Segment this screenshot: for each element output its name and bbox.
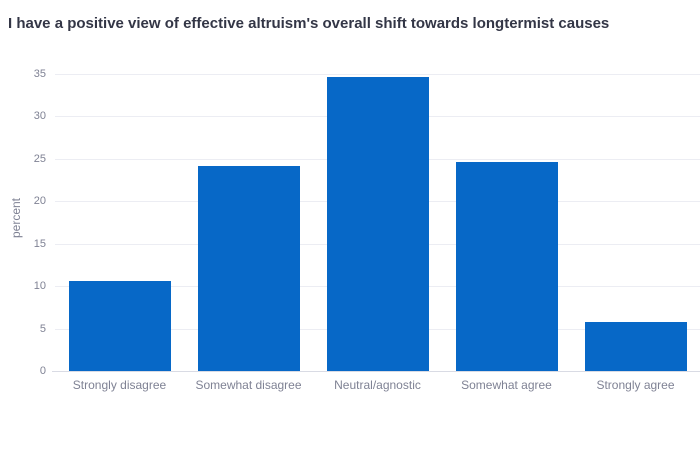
y-tick-label-20: 20 — [33, 195, 46, 208]
x-tick-label-somewhat-disagree: Somewhat disagree — [195, 378, 302, 392]
x-tick-label-neutral-agnostic: Neutral/agnostic — [334, 378, 421, 392]
gridline-35 — [55, 74, 700, 75]
bar-strongly-disagree[interactable] — [68, 281, 171, 371]
y-tick-label-25: 25 — [33, 152, 46, 165]
x-axis-line — [52, 371, 700, 372]
bar-strongly-agree[interactable] — [584, 321, 687, 371]
bar-somewhat-disagree[interactable] — [197, 165, 300, 371]
bar-somewhat-agree[interactable] — [455, 162, 558, 371]
y-tick-label-30: 30 — [33, 110, 46, 123]
chart-title: I have a positive view of effective altr… — [8, 15, 610, 32]
x-tick-label-somewhat-agree: Somewhat agree — [461, 378, 552, 392]
x-tick-label-strongly-disagree: Strongly disagree — [72, 378, 167, 392]
y-tick-label-10: 10 — [33, 280, 46, 293]
y-tick-label-5: 5 — [39, 322, 46, 335]
y-tick-label-15: 15 — [33, 237, 46, 250]
x-tick-label-strongly-agree: Strongly agree — [596, 378, 675, 392]
bar-neutral-agnostic[interactable] — [326, 76, 429, 371]
y-tick-label-0: 0 — [39, 365, 46, 377]
y-tick-label-35: 35 — [33, 68, 46, 80]
